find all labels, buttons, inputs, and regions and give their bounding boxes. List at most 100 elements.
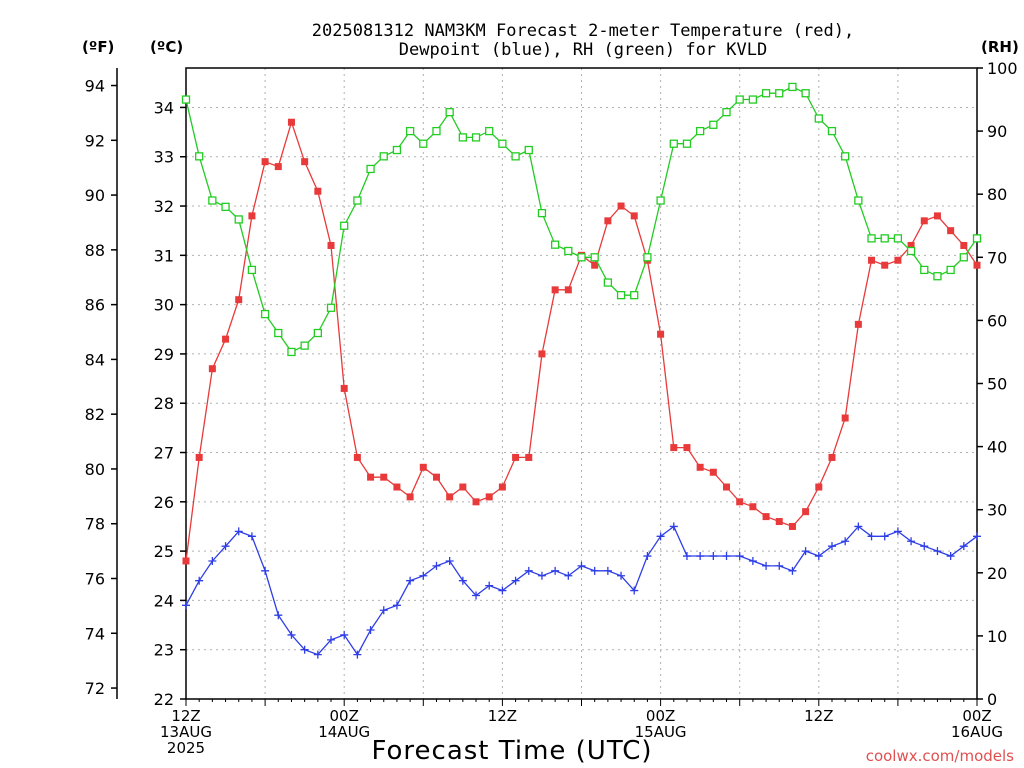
celsius-tick-label: 26 — [154, 493, 174, 512]
celsius-tick-label: 27 — [154, 444, 174, 463]
fahrenheit-tick-label: 94 — [85, 77, 105, 96]
rh-point — [340, 221, 349, 230]
temperature-point — [446, 493, 454, 501]
dewpoint-point — [366, 625, 375, 634]
rh-point — [933, 272, 942, 281]
temperature-point — [696, 463, 704, 471]
celsius-tick-label: 33 — [154, 148, 174, 167]
rh-point — [577, 253, 586, 262]
temperature-point — [960, 241, 968, 249]
temperature-point — [261, 158, 269, 166]
rh-point — [208, 196, 217, 205]
temperature-point — [723, 483, 731, 491]
temperature-point — [248, 212, 256, 220]
fahrenheit-axis-label: (ºF) — [82, 38, 114, 56]
dewpoint-point — [537, 571, 546, 580]
temperature-point — [512, 453, 520, 461]
temperature-point — [301, 158, 309, 166]
dewpoint-point — [735, 552, 744, 561]
temperature-point — [920, 217, 928, 225]
rh-point — [366, 164, 375, 174]
dewpoint-point — [669, 522, 678, 531]
dewpoint-point — [485, 581, 494, 590]
rh-point — [247, 265, 257, 275]
dewpoint-point — [287, 630, 296, 639]
dewpoint-point — [630, 586, 639, 595]
dewpoint-point — [590, 566, 599, 575]
rh-point — [511, 152, 520, 161]
x-tick-label: 14AUG — [318, 723, 370, 741]
temperature-point — [419, 463, 427, 471]
temperature-point — [459, 483, 467, 491]
temperature-point — [551, 286, 559, 294]
temperature-point — [538, 350, 546, 358]
celsius-tick-label: 28 — [154, 394, 174, 413]
fahrenheit-tick-label: 84 — [85, 350, 105, 369]
dewpoint-point — [313, 650, 322, 659]
series-dewpoint — [182, 522, 981, 659]
temperature-point — [749, 503, 757, 511]
x-tick-label: 15AUG — [635, 723, 687, 741]
celsius-tick-label: 30 — [154, 296, 174, 315]
dewpoint-point — [577, 561, 586, 570]
dewpoint-point — [722, 552, 731, 561]
dewpoint-point — [445, 556, 454, 565]
rh-point — [682, 139, 692, 148]
temperature-point — [868, 256, 876, 264]
dewpoint-point — [472, 591, 481, 600]
fahrenheit-tick-label: 88 — [85, 241, 105, 260]
dewpoint-point — [432, 561, 441, 570]
celsius-tick-label: 23 — [154, 641, 174, 660]
dewpoint-point — [234, 527, 243, 536]
temperature-point — [683, 444, 691, 452]
fahrenheit-tick-label: 72 — [85, 679, 105, 698]
temperature-point — [670, 444, 678, 452]
rh-point — [880, 234, 889, 243]
dewpoint-point — [392, 601, 401, 610]
rh-tick-label: 0 — [987, 690, 997, 709]
dewpoint-point — [353, 650, 362, 659]
temperature-point — [709, 468, 717, 476]
series-rh — [181, 82, 982, 357]
dewpoint-point — [788, 566, 797, 575]
rh-point — [471, 133, 481, 142]
dewpoint-point — [221, 542, 230, 551]
temperature-point — [222, 335, 230, 343]
rh-point — [432, 126, 441, 136]
rh-point — [788, 82, 797, 92]
rh-point — [458, 133, 468, 142]
dewpoint-point — [696, 552, 705, 561]
axes: 72 74 76 78 80 82 84 86 88 90 92 94 22 23 24 25 26 27 28 29… — [85, 59, 1018, 757]
rh-point — [181, 95, 191, 104]
x-tick-label: 13AUG — [160, 723, 212, 741]
temperature-point — [604, 217, 612, 225]
rh-point — [643, 253, 652, 262]
temperature-point — [353, 453, 361, 461]
chart-title-line-2: Dewpoint (blue), RH (green) for KVLD — [399, 40, 767, 60]
dewpoint-point — [682, 552, 691, 561]
dewpoint-point — [564, 571, 573, 580]
dewpoint-point — [867, 532, 876, 541]
rh-point — [669, 139, 678, 148]
dewpoint-point — [247, 532, 256, 541]
x-tick-label: 00Z — [962, 707, 991, 725]
dewpoint-point — [340, 630, 349, 639]
temperature-point — [933, 212, 941, 220]
temperature-point — [775, 518, 783, 526]
temperature-point — [274, 163, 282, 171]
dewpoint-point — [709, 552, 718, 561]
rh-point — [867, 234, 876, 243]
dewpoint-point — [182, 601, 190, 610]
fahrenheit-tick-label: 76 — [85, 569, 105, 588]
rh-point — [748, 95, 758, 104]
dewpoint-point — [775, 561, 784, 570]
rh-point — [274, 328, 283, 338]
rh-point — [616, 291, 626, 300]
dewpoint-point — [406, 576, 415, 585]
rh-axis-label: (RH) — [981, 38, 1019, 56]
rh-point — [550, 240, 560, 249]
rh-tick-label: 80 — [987, 185, 1007, 204]
rh-point — [775, 89, 784, 98]
rh-point — [445, 108, 454, 117]
